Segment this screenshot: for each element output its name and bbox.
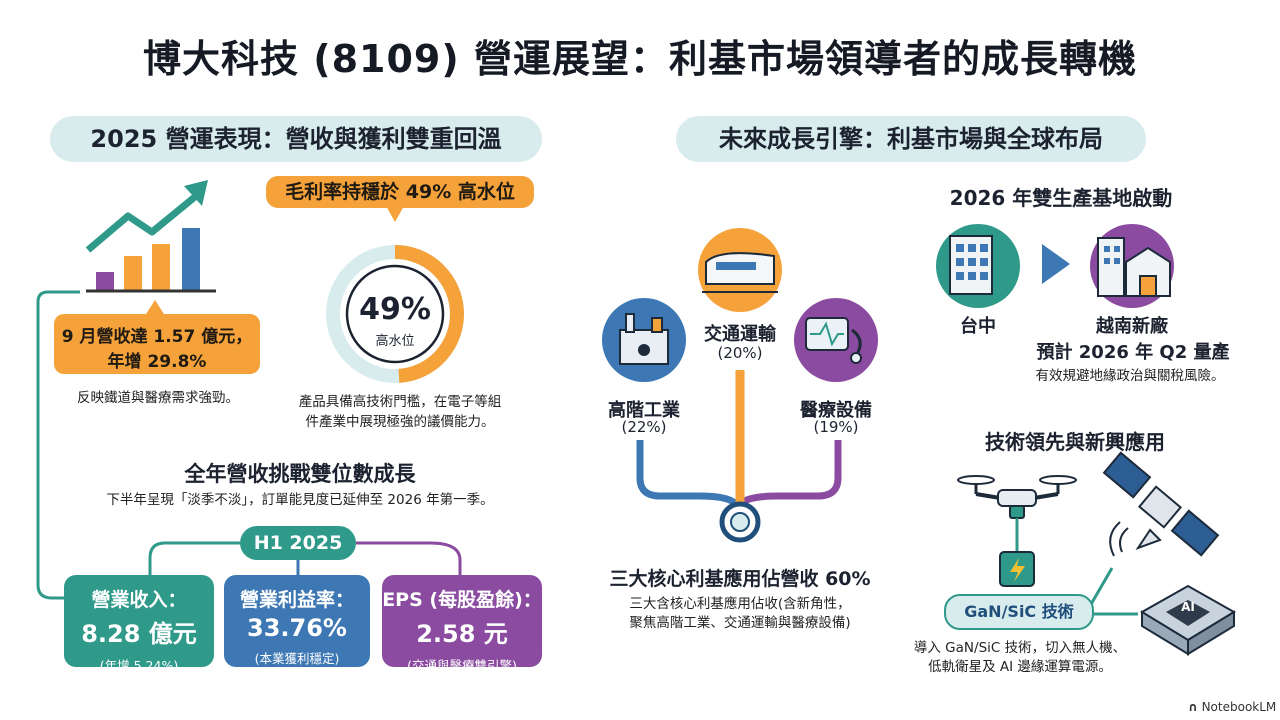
h1-revenue-title: 營業收入： <box>91 589 187 611</box>
gan-sic-badge: GaN/SiC 技術 <box>944 594 1094 630</box>
section-title-performance: 2025 營運表現：營收與獲利雙重回溫 <box>50 116 542 162</box>
core-applications-title: 三大核心利基應用佔營收 60% <box>609 568 871 590</box>
gan-chip-icon <box>999 551 1035 587</box>
gross-margin-value-sub: 高水位 <box>375 334 415 349</box>
ai-chip-label: AI <box>1181 600 1195 614</box>
h1-revenue-value: 8.28 億元 <box>81 620 197 648</box>
production-bases-title: 2026 年雙生產基地啟動 <box>949 186 1173 210</box>
september-callout-pointer <box>146 300 164 314</box>
drone-icon <box>957 475 1077 552</box>
donut-margin-arc <box>394 245 464 383</box>
train-icon <box>698 228 782 312</box>
vietnam-factory-icon <box>1090 224 1174 308</box>
h1-2025-label: H1 2025 <box>240 526 356 560</box>
core-applications-note-2: 聚焦高階工業、交通運輸與醫療設備) <box>629 615 851 631</box>
section-title-growth: 未來成長引擎：利基市場與全球布局 <box>676 116 1146 162</box>
taichung-factory-icon <box>936 224 1020 308</box>
satellite-icon <box>1102 451 1220 557</box>
segment-transport-name: 交通運輸 <box>704 324 776 345</box>
arrow-right-icon <box>1042 244 1070 284</box>
september-revenue-callout: 9 月營收達 1.57 億元， 年增 29.8% <box>54 314 260 374</box>
vietnam-plan: 預計 2026 年 Q2 量產 <box>1036 342 1230 363</box>
ai-chip-icon <box>1140 584 1236 656</box>
gross-margin-note-1: 產品具備高技術門檻，在電子等組 <box>298 394 502 410</box>
page-title: 博大科技 (8109) 營運展望：利基市場領導者的成長轉機 <box>143 37 1137 81</box>
core-applications-note-1: 三大含核心利基應用佔收(含新角性， <box>629 596 851 612</box>
base-vietnam-label: 越南新廠 <box>1096 316 1168 337</box>
notebooklm-brand-label: NotebookLM <box>1201 700 1277 714</box>
donut-inner-ring <box>345 264 445 364</box>
growth-chart-icon <box>85 180 216 293</box>
segment-transport-pct: (20%) <box>717 344 763 362</box>
application-tree <box>636 370 842 543</box>
h1-eps-title: EPS (每股盈餘)： <box>382 589 542 611</box>
h1-eps-value: 2.58 元 <box>416 620 508 648</box>
tech-note-1: 導入 GaN/SiC 技術，切入無人機、 <box>913 640 1127 656</box>
september-revenue-line2: 年增 29.8% <box>107 352 207 372</box>
medical-device-icon <box>794 298 878 382</box>
gross-margin-value: 49% <box>359 292 431 327</box>
margin-callout-pointer <box>386 206 404 222</box>
september-note: 反映鐵道與醫療需求強勁。 <box>77 390 239 406</box>
h1-operating-margin-card: 營業利益率： 33.76% (本業獲利穩定) <box>224 575 370 667</box>
h1-operating-margin-sub: (本業獲利穩定) <box>254 651 340 666</box>
h1-eps-sub: (交通與醫療雙引擎) <box>407 658 517 673</box>
notebooklm-brand: ∩ NotebookLM <box>1188 700 1278 714</box>
gross-margin-note-2: 件產業中展現極強的議價能力。 <box>305 414 495 430</box>
segment-medical-pct: (19%) <box>813 418 859 436</box>
annual-target-note: 下半年呈現「淡季不淡」，訂單能見度已延伸至 2026 年第一季。 <box>106 492 494 508</box>
notebooklm-logo-icon: ∩ <box>1188 700 1198 714</box>
h1-revenue-sub: (年增 5.24%) <box>99 658 179 673</box>
industry-icon <box>602 298 686 382</box>
h1-operating-margin-title: 營業利益率： <box>239 589 354 611</box>
segment-industry-pct: (22%) <box>621 418 667 436</box>
production-bases-note: 有效規避地緣政治與關稅風險。 <box>1035 368 1225 384</box>
connector-line-left <box>36 290 80 600</box>
tech-title: 技術領先與新興應用 <box>985 430 1165 454</box>
base-taichung-label: 台中 <box>960 316 996 337</box>
h1-revenue-card: 營業收入： 8.28 億元 (年增 5.24%) <box>64 575 214 673</box>
tech-note-2: 低軌衛星及 AI 邊緣運算電源。 <box>928 659 1112 675</box>
annual-target-title: 全年營收挑戰雙位數成長 <box>184 462 416 486</box>
segment-medical-name: 醫療設備 <box>800 400 872 421</box>
h1-eps-card: EPS (每股盈餘)： 2.58 元 (交通與醫療雙引擎) <box>382 575 542 673</box>
gross-margin-donut <box>326 245 464 383</box>
segment-industry-name: 高階工業 <box>608 400 680 421</box>
gross-margin-callout: 毛利率持穩於 49% 高水位 <box>266 176 534 208</box>
september-revenue-line1: 9 月營收達 1.57 億元， <box>61 327 253 347</box>
h1-operating-margin-value: 33.76% <box>247 614 347 642</box>
